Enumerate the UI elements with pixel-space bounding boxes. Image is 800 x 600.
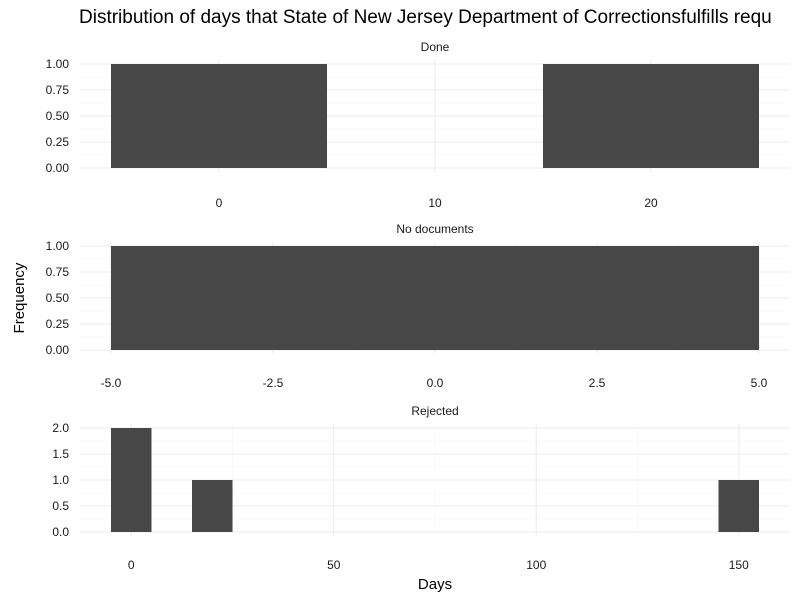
- y-tick-label: 1.00: [46, 57, 70, 71]
- panel-no-documents: No documents 0.00 0.25 0.50 0.75 1.00 -5.0 -2.5…: [46, 222, 790, 390]
- y-axis-title: Frequency: [11, 262, 28, 333]
- x-tick-label: 50: [327, 558, 341, 572]
- y-tick-label: 0.75: [46, 265, 70, 279]
- x-tick-label: 20: [644, 196, 658, 210]
- y-tick-label: 0.5: [52, 499, 69, 513]
- x-tick-label: 100: [526, 558, 546, 572]
- x-tick-label: 10: [428, 196, 442, 210]
- y-tick-label: 0.00: [46, 161, 70, 175]
- x-axis-title: Days: [418, 576, 452, 593]
- x-tick-label: 0.0: [427, 376, 444, 390]
- facet-strip-label: Done: [421, 40, 450, 54]
- y-tick-label: 2.0: [52, 421, 69, 435]
- x-tick-label: 0: [216, 196, 223, 210]
- facet-strip-label: Rejected: [411, 404, 458, 418]
- y-tick-label: 1.0: [52, 473, 69, 487]
- panel-done: Done 0.00 0.25 0.50 0.75 1.00 0 10 20: [46, 40, 790, 210]
- y-tick-label: 0.50: [46, 291, 70, 305]
- y-tick-label: 0.25: [46, 317, 70, 331]
- chart-title: Distribution of days that State of New J…: [79, 7, 772, 28]
- x-tick-label: 5.0: [751, 376, 768, 390]
- x-tick-label: -5.0: [101, 376, 122, 390]
- y-tick-label: 1.00: [46, 239, 70, 253]
- y-tick-label: 0.0: [52, 525, 69, 539]
- x-tick-label: 150: [729, 558, 749, 572]
- facet-strip-label: No documents: [396, 222, 473, 236]
- histogram-bar: [543, 64, 759, 168]
- x-tick-label: 2.5: [589, 376, 606, 390]
- y-tick-label: 0.25: [46, 135, 70, 149]
- y-tick-label: 0.00: [46, 343, 70, 357]
- y-tick-label: 0.50: [46, 109, 70, 123]
- histogram-bar: [192, 480, 233, 532]
- histogram-bar: [111, 246, 759, 350]
- y-tick-label: 1.5: [52, 447, 69, 461]
- y-tick-label: 0.75: [46, 83, 70, 97]
- histogram-bar: [111, 64, 327, 168]
- x-tick-label: 0: [128, 558, 135, 572]
- histogram-bar: [718, 480, 759, 532]
- panel-rejected: Rejected 0.0 0.5 1.0 1.5 2.0 0 50 100 150: [52, 404, 790, 572]
- x-tick-label: -2.5: [263, 376, 284, 390]
- histogram-bar: [111, 428, 152, 532]
